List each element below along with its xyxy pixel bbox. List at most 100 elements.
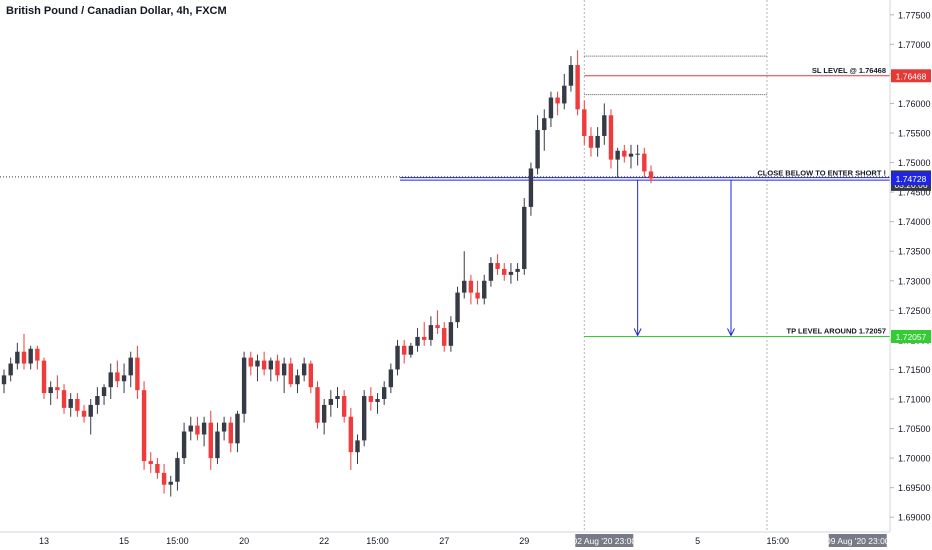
candle-up (221, 422, 227, 432)
candle-up (635, 153, 640, 155)
candle-up (628, 153, 634, 157)
candle-up (335, 396, 340, 399)
candle-down (348, 416, 354, 453)
candle-up (462, 280, 467, 293)
annotation-label: TP LEVEL AROUND 1.72057 (787, 327, 886, 336)
annotations: SL LEVEL @ 1.76468 CLOSE BELOW TO ENTER S… (757, 66, 886, 336)
y-tick-label: 1.73500 (898, 247, 931, 257)
candle-up (241, 357, 247, 414)
x-axis[interactable]: 13 15 15:00 20 22 15:00 27 29 02 Aug '20 23:00 5 1… (39, 534, 932, 547)
candle-up (381, 387, 387, 399)
candle-down (315, 387, 320, 423)
y-tick-label: 1.69000 (898, 513, 931, 523)
candle-up (415, 336, 420, 346)
x-date-highlight (828, 534, 887, 547)
candle-down (75, 399, 80, 411)
x-tick-label: 15:00 (366, 536, 389, 546)
candle-up (548, 97, 554, 119)
y-tick-label: 1.73000 (898, 276, 931, 286)
candle-up (28, 348, 33, 364)
candle-down (495, 263, 500, 269)
candle-up (408, 345, 414, 355)
annotation-label: CLOSE BELOW TO ENTER SHORT ! (757, 169, 886, 178)
price-label-text: 1.76468 (896, 71, 927, 81)
candle-up (128, 357, 133, 376)
price-label-text: 1.74728 (896, 174, 927, 184)
candle-up (88, 404, 93, 417)
candle-down (622, 150, 627, 157)
candle-down (248, 357, 253, 367)
candle-up (15, 351, 20, 364)
candle-down (115, 372, 120, 382)
candle-down (575, 65, 580, 110)
candle-up (168, 481, 173, 485)
price-label-box (891, 330, 931, 344)
candle-down (368, 396, 374, 402)
x-tick-label: 27 (439, 536, 449, 546)
candle-up (101, 387, 107, 397)
candle-up (542, 118, 547, 131)
candle-down (502, 268, 507, 275)
candle-up (375, 399, 380, 402)
y-tick-label: 1.75000 (898, 158, 931, 168)
x-tick-label: 15:00 (166, 536, 189, 546)
candle-down (555, 97, 560, 104)
y-tick-label: 1.76000 (898, 99, 931, 109)
candle-up (488, 263, 494, 281)
target-arrow-head (633, 328, 642, 337)
candle-down (275, 360, 280, 376)
candle-up (482, 280, 487, 299)
candle-up (528, 168, 534, 207)
x-tick-label: 09 Aug '20 23:00 (826, 536, 890, 546)
candle-down (648, 171, 654, 179)
candle-down (442, 328, 447, 346)
candle-up (95, 396, 100, 405)
candle-up (522, 206, 527, 269)
candle-up (355, 440, 360, 453)
candle-up (388, 369, 394, 388)
candle-up (562, 85, 567, 104)
x-tick-label: 15:00 (766, 536, 789, 546)
price-label-box (891, 69, 931, 83)
candle-down (208, 422, 213, 459)
candle-up (395, 345, 400, 370)
candle-down (422, 336, 427, 340)
target-arrow-head (727, 328, 735, 337)
candle-down (308, 363, 314, 388)
candle-up (108, 372, 113, 388)
x-tick-label: 29 (519, 536, 529, 546)
candle-down (608, 115, 614, 160)
candle-down (61, 390, 67, 408)
candle-down (228, 422, 233, 444)
candle-down (341, 396, 347, 417)
candle-up (455, 292, 460, 323)
y-tick-label: 1.71500 (898, 365, 931, 375)
x-tick-label: 20 (239, 536, 249, 546)
candle-up (8, 363, 13, 376)
trade-levels (0, 55, 890, 338)
y-tick-label: 1.77000 (898, 40, 931, 50)
candle-up (448, 322, 454, 346)
candle-up (515, 268, 520, 272)
candle-up (1, 375, 7, 385)
candle-up (48, 387, 53, 394)
x-tick-label: 02 Aug '20 23:00 (573, 536, 637, 546)
annotation-label: SL LEVEL @ 1.76468 (812, 66, 886, 75)
candle-down (135, 357, 140, 391)
candle-down (642, 153, 647, 172)
candle-up (361, 396, 367, 441)
candle-up (181, 431, 187, 459)
y-tick-label: 1.72500 (898, 306, 931, 316)
candle-down (475, 292, 480, 299)
candle-down (41, 360, 47, 394)
price-label-box (891, 172, 931, 186)
candle-up (295, 375, 300, 385)
target-arrows (633, 179, 735, 337)
candle-down (35, 348, 40, 361)
candle-down (81, 410, 87, 417)
candle-up (175, 458, 180, 482)
candle-down (55, 387, 60, 391)
